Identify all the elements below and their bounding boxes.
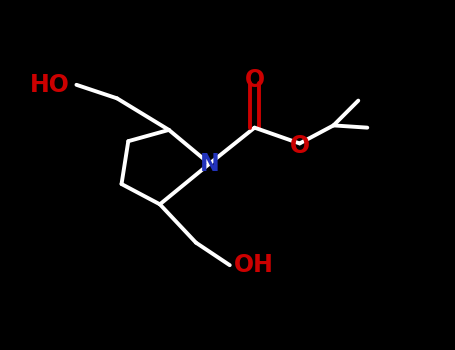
Text: N: N [200,152,219,176]
Text: O: O [289,134,310,158]
Text: OH: OH [234,253,274,277]
Text: O: O [244,68,265,92]
Text: HO: HO [30,73,70,97]
